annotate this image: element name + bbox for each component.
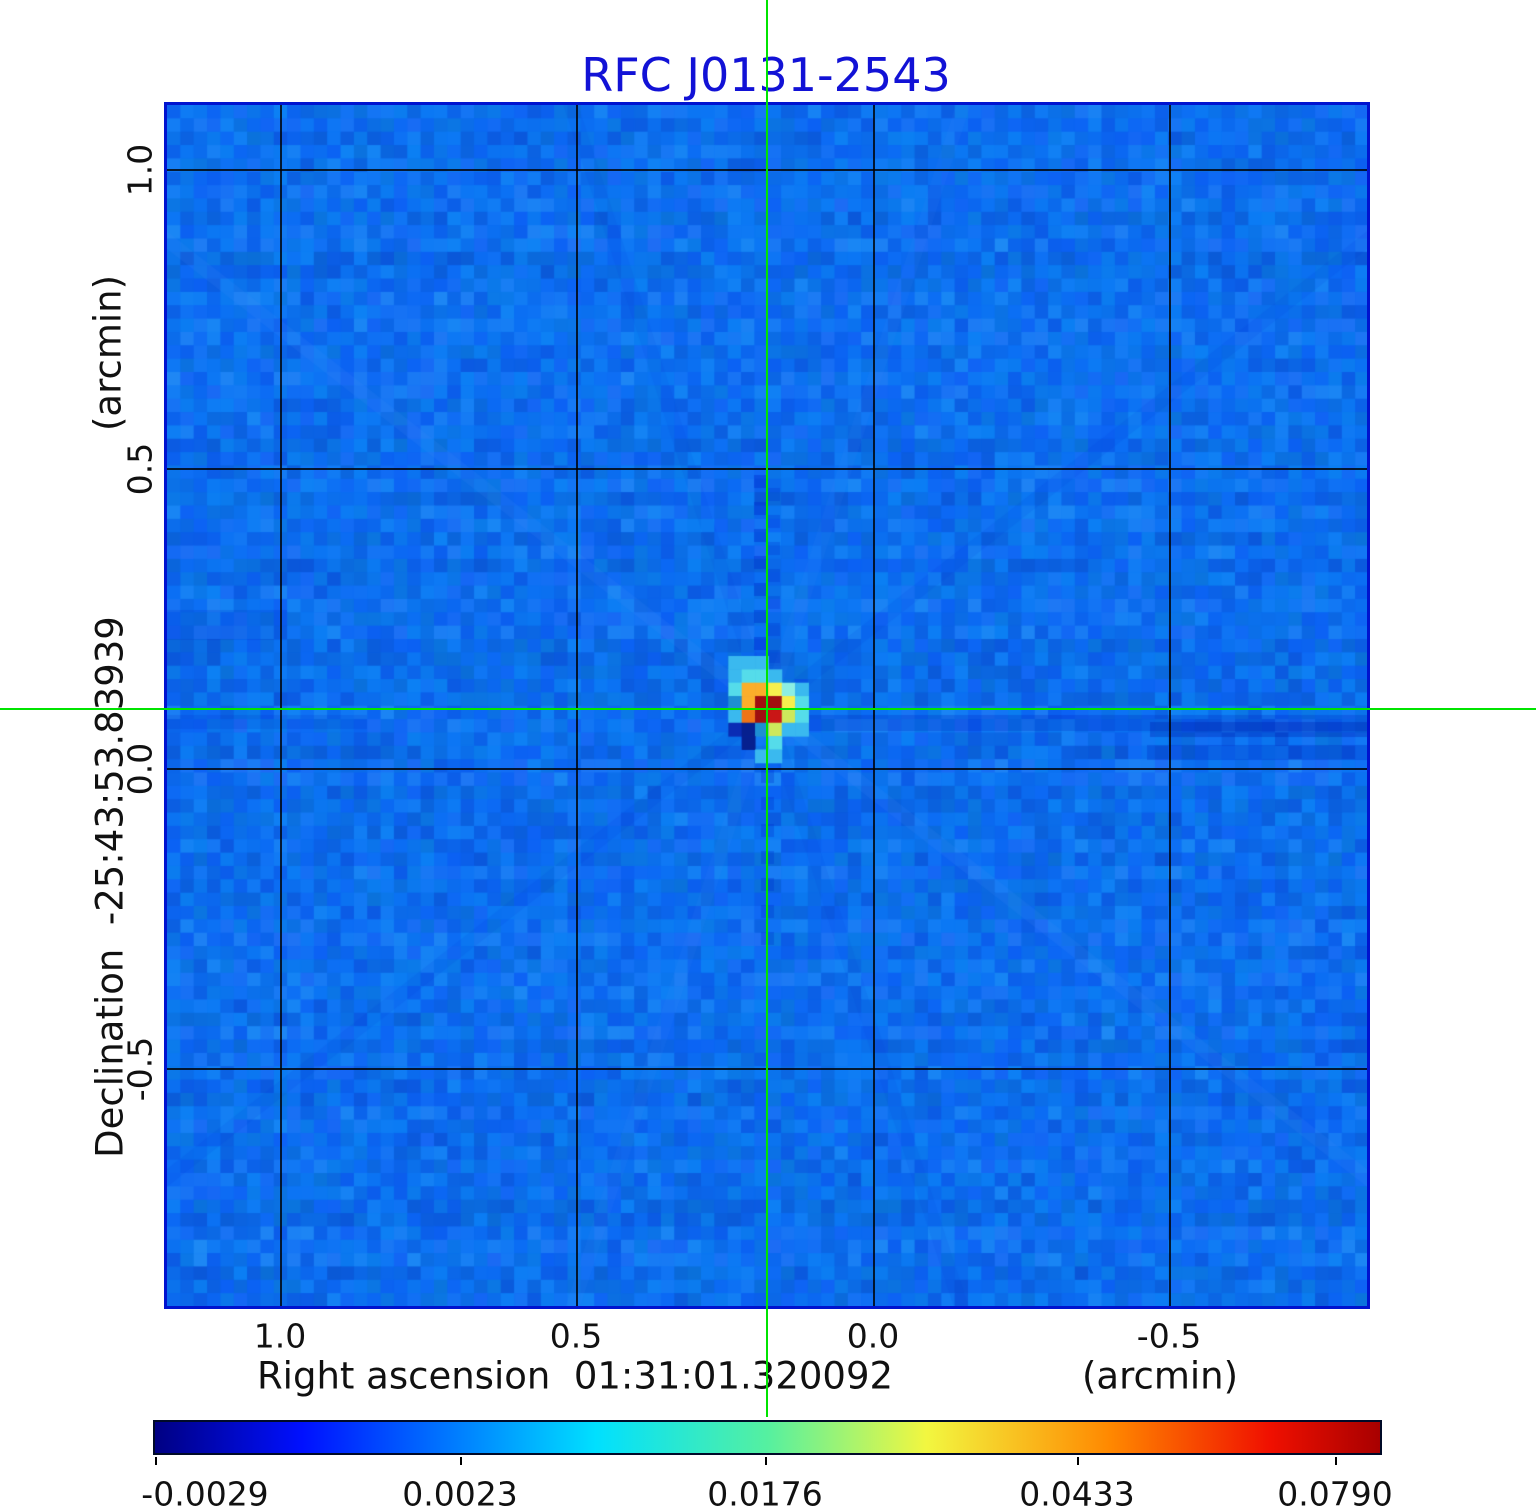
x-tick-0.5: 0.5 bbox=[549, 1316, 603, 1356]
colorbar bbox=[153, 1420, 1382, 1465]
colorbar-tick-mark-1 bbox=[155, 1457, 157, 1465]
x-axis-unit-label: (arcmin) bbox=[1081, 1354, 1239, 1398]
colorbar-tick-label-3: 0.0176 bbox=[707, 1474, 823, 1511]
y-axis-unit-label: (arcmin) bbox=[86, 274, 130, 432]
colorbar-tick-mark-2 bbox=[460, 1457, 462, 1465]
colorbar-tick-mark-3 bbox=[765, 1457, 767, 1465]
colorbar-tick-label-1: -0.0029 bbox=[141, 1474, 269, 1511]
y-tick-0.5: 0.5 bbox=[120, 442, 160, 496]
x-tick-0.0: 0.0 bbox=[846, 1316, 900, 1356]
colorbar-tick-mark-4 bbox=[1077, 1457, 1079, 1465]
crosshair-horizontal-line bbox=[0, 708, 1536, 710]
grid-line-ra-0.0 bbox=[873, 105, 875, 1306]
x-tick-1.0: 1.0 bbox=[253, 1316, 307, 1356]
grid-line-ra-0.5 bbox=[576, 105, 578, 1306]
colorbar-tick-label-2: 0.0023 bbox=[402, 1474, 518, 1511]
x-tick--0.5: -0.5 bbox=[1136, 1316, 1202, 1356]
colorbar-tick-label-4: 0.0433 bbox=[1019, 1474, 1135, 1511]
chart-title: RFC J0131-2543 bbox=[581, 48, 951, 102]
y-axis-label: Declination -25:43:53.83939 bbox=[88, 616, 132, 1158]
x-axis-label: Right ascension 01:31:01.320092 bbox=[256, 1354, 894, 1398]
grid-line-ra-1.0 bbox=[280, 105, 282, 1306]
y-tick-1.0: 1.0 bbox=[120, 143, 160, 197]
colorbar-tick-mark-5 bbox=[1335, 1457, 1337, 1465]
grid-line-ra--0.5 bbox=[1169, 105, 1171, 1306]
colorbar-tick-label-5: 0.0790 bbox=[1277, 1474, 1393, 1511]
